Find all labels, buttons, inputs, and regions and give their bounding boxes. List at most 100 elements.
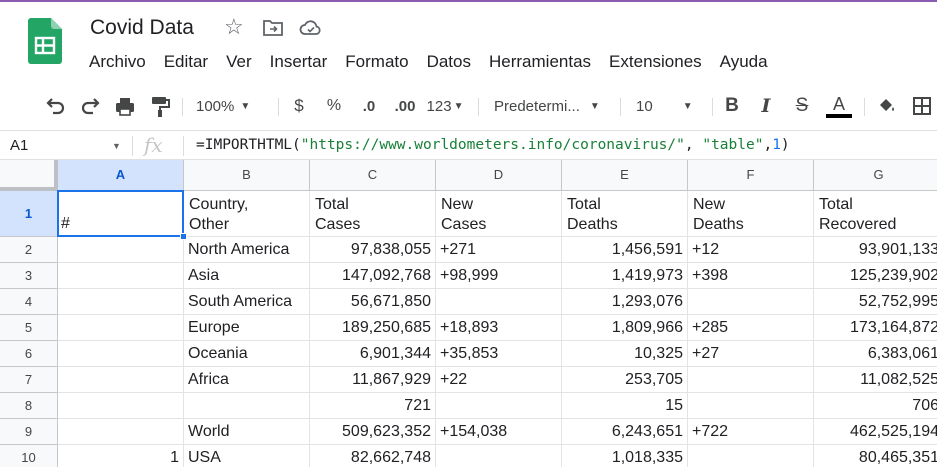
document-title[interactable]: Covid Data	[90, 16, 194, 39]
table-cell[interactable]	[688, 289, 814, 315]
table-cell[interactable]: +22	[436, 367, 562, 393]
table-cell[interactable]: 1,018,335	[562, 445, 688, 467]
currency-format-button[interactable]: $	[294, 96, 304, 115]
table-cell[interactable]	[436, 393, 562, 419]
row-header-7[interactable]: 7	[0, 367, 58, 393]
row-header-3[interactable]: 3	[0, 263, 58, 289]
table-cell[interactable]: 1,456,591	[562, 237, 688, 263]
table-cell[interactable]: +271	[436, 237, 562, 263]
table-cell[interactable]	[184, 393, 310, 419]
decrease-decimal-button[interactable]: .0	[356, 92, 382, 120]
menu-ver[interactable]: Ver	[226, 52, 252, 71]
table-cell[interactable]: 80,465,351	[814, 445, 937, 467]
table-cell[interactable]	[58, 393, 184, 419]
table-cell[interactable]: 56,671,850	[310, 289, 436, 315]
font-family-select[interactable]: Predetermi... ▼	[494, 92, 610, 120]
header-cell-c[interactable]: Total Cases	[310, 191, 436, 237]
print-icon[interactable]	[114, 92, 136, 120]
header-cell-d[interactable]: New Cases	[436, 191, 562, 237]
table-cell[interactable]	[58, 341, 184, 367]
paint-format-icon[interactable]	[149, 92, 171, 120]
column-header-g[interactable]: G	[814, 160, 937, 191]
table-cell[interactable]	[436, 445, 562, 467]
header-cell-a[interactable]: #	[58, 191, 184, 237]
undo-icon[interactable]	[44, 92, 66, 120]
star-icon[interactable]: ☆	[224, 14, 244, 39]
table-cell[interactable]: North America	[184, 237, 310, 263]
column-header-c[interactable]: C	[310, 160, 436, 191]
increase-decimal-button[interactable]: .00	[390, 92, 420, 120]
table-cell[interactable]: 1,293,076	[562, 289, 688, 315]
table-cell[interactable]: 82,662,748	[310, 445, 436, 467]
table-cell[interactable]	[436, 289, 562, 315]
redo-icon[interactable]	[80, 92, 102, 120]
table-cell[interactable]	[58, 367, 184, 393]
italic-button[interactable]: I	[761, 95, 771, 117]
menu-herramientas[interactable]: Herramientas	[489, 52, 592, 71]
table-cell[interactable]: +285	[688, 315, 814, 341]
row-header-1[interactable]: 1	[0, 191, 58, 237]
column-header-d[interactable]: D	[436, 160, 562, 191]
row-header-9[interactable]: 9	[0, 419, 58, 445]
header-cell-g[interactable]: Total Recovered	[814, 191, 937, 237]
menu-ayuda[interactable]: Ayuda	[719, 52, 768, 71]
more-formats-select[interactable]: 123 ▼	[424, 92, 466, 120]
menu-editar[interactable]: Editar	[163, 52, 209, 71]
header-cell-b[interactable]: Country, Other	[184, 191, 310, 237]
table-cell[interactable]: 1,809,966	[562, 315, 688, 341]
table-cell[interactable]: 1	[58, 445, 184, 467]
sheets-logo-icon[interactable]	[28, 18, 62, 64]
table-cell[interactable]: 10,325	[562, 341, 688, 367]
borders-icon[interactable]	[912, 92, 932, 120]
font-size-select[interactable]: 10 ▼	[636, 92, 702, 120]
table-cell[interactable]: 11,082,525	[814, 367, 937, 393]
table-cell[interactable]: World	[184, 419, 310, 445]
table-cell[interactable]: 125,239,902	[814, 263, 937, 289]
table-cell[interactable]	[688, 445, 814, 467]
table-cell[interactable]: 15	[562, 393, 688, 419]
table-cell[interactable]	[58, 315, 184, 341]
table-cell[interactable]	[58, 289, 184, 315]
column-header-b[interactable]: B	[184, 160, 310, 191]
table-cell[interactable]: Oceania	[184, 341, 310, 367]
table-cell[interactable]: +18,893	[436, 315, 562, 341]
row-header-2[interactable]: 2	[0, 237, 58, 263]
table-cell[interactable]	[58, 263, 184, 289]
row-header-4[interactable]: 4	[0, 289, 58, 315]
formula-input[interactable]: =IMPORTHTML("https://www.worldometers.in…	[196, 137, 790, 153]
row-header-5[interactable]: 5	[0, 315, 58, 341]
table-cell[interactable]: 1,419,973	[562, 263, 688, 289]
table-cell[interactable]: South America	[184, 289, 310, 315]
table-cell[interactable]: 509,623,352	[310, 419, 436, 445]
fill-color-icon[interactable]	[876, 92, 898, 120]
row-header-8[interactable]: 8	[0, 393, 58, 419]
select-all-corner[interactable]	[0, 160, 58, 191]
table-cell[interactable]: +27	[688, 341, 814, 367]
table-cell[interactable]: 52,752,995	[814, 289, 937, 315]
zoom-select[interactable]: 100% ▼	[196, 92, 268, 120]
table-cell[interactable]: Europe	[184, 315, 310, 341]
table-cell[interactable]: 6,243,651	[562, 419, 688, 445]
strikethrough-button[interactable]: S	[795, 95, 809, 116]
table-cell[interactable]: 147,092,768	[310, 263, 436, 289]
table-cell[interactable]: 706	[814, 393, 937, 419]
column-header-e[interactable]: E	[562, 160, 688, 191]
menu-insertar[interactable]: Insertar	[269, 52, 328, 71]
menu-datos[interactable]: Datos	[426, 52, 471, 71]
table-cell[interactable]: 93,901,133	[814, 237, 937, 263]
percent-format-button[interactable]: %	[326, 97, 342, 114]
table-cell[interactable]: +12	[688, 237, 814, 263]
row-header-6[interactable]: 6	[0, 341, 58, 367]
table-cell[interactable]: 721	[310, 393, 436, 419]
table-cell[interactable]: 11,867,929	[310, 367, 436, 393]
table-cell[interactable]: 173,164,872	[814, 315, 937, 341]
table-cell[interactable]: 97,838,055	[310, 237, 436, 263]
menu-extensiones[interactable]: Extensiones	[609, 52, 702, 71]
table-cell[interactable]: Asia	[184, 263, 310, 289]
table-cell[interactable]: 462,525,194	[814, 419, 937, 445]
column-header-f[interactable]: F	[688, 160, 814, 191]
table-cell[interactable]: 6,901,344	[310, 341, 436, 367]
table-cell[interactable]: 189,250,685	[310, 315, 436, 341]
table-cell[interactable]: +398	[688, 263, 814, 289]
bold-button[interactable]: B	[725, 95, 739, 116]
